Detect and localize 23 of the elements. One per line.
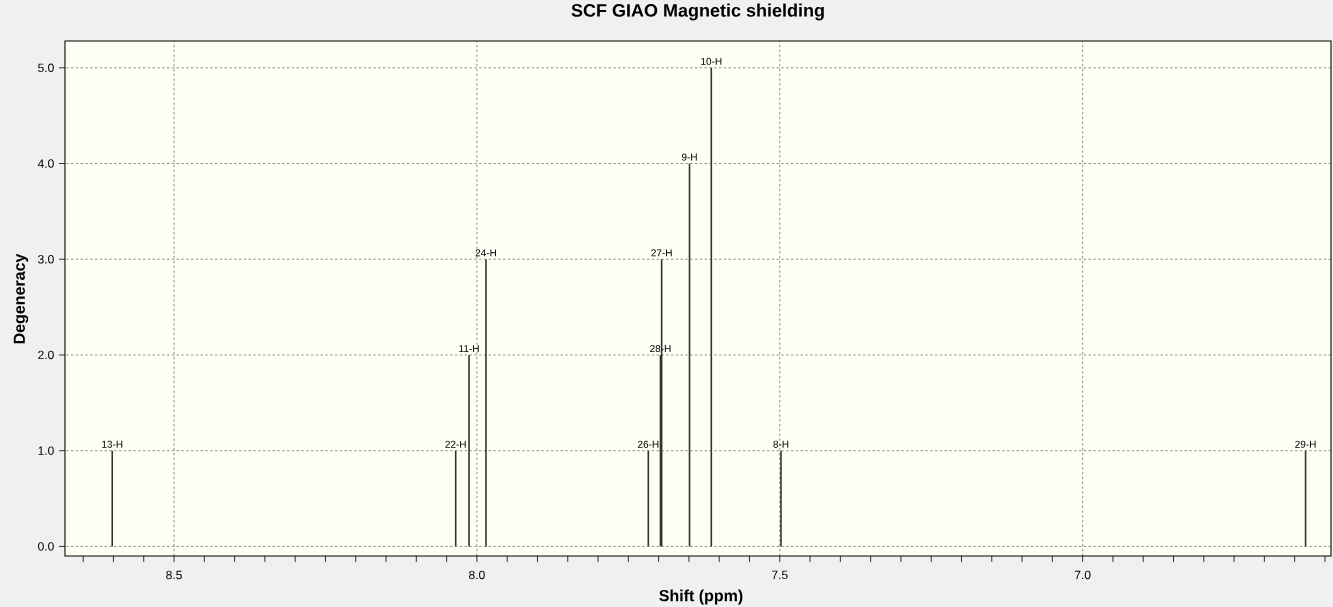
- annotation: 13-H: [102, 440, 123, 448]
- x-tick-label: 7.5: [772, 570, 788, 580]
- y-tick-label: 2.0: [38, 350, 54, 360]
- y-axis-title: Degeneracy: [13, 253, 29, 344]
- annotation: 27-H: [651, 249, 672, 257]
- y-tick-label: 3.0: [38, 254, 54, 264]
- annotation: 26-H: [637, 440, 659, 448]
- annotation: 10-H: [701, 57, 722, 65]
- x-tick-label: 7.0: [1074, 570, 1091, 580]
- y-tick-label: 0.0: [38, 542, 54, 551]
- annotation: 24-H: [475, 249, 496, 257]
- x-tick-label: 8.5: [166, 570, 182, 580]
- annotation: 8-H: [773, 440, 789, 448]
- y-tick-label: 4.0: [37, 159, 54, 168]
- annotation: 22-H: [445, 440, 466, 448]
- x-axis-title: Shift (ppm): [659, 589, 743, 605]
- annotation: 29-H: [1295, 440, 1316, 448]
- x-tick-label: 8.0: [469, 570, 485, 580]
- y-tick-label: 5.0: [38, 63, 54, 73]
- chart-title: SCF GIAO Magnetic shielding: [571, 3, 824, 21]
- y-tick-label: 1.0: [38, 446, 54, 455]
- annotation: 9-H: [681, 153, 697, 161]
- annotation: 11-H: [459, 345, 479, 353]
